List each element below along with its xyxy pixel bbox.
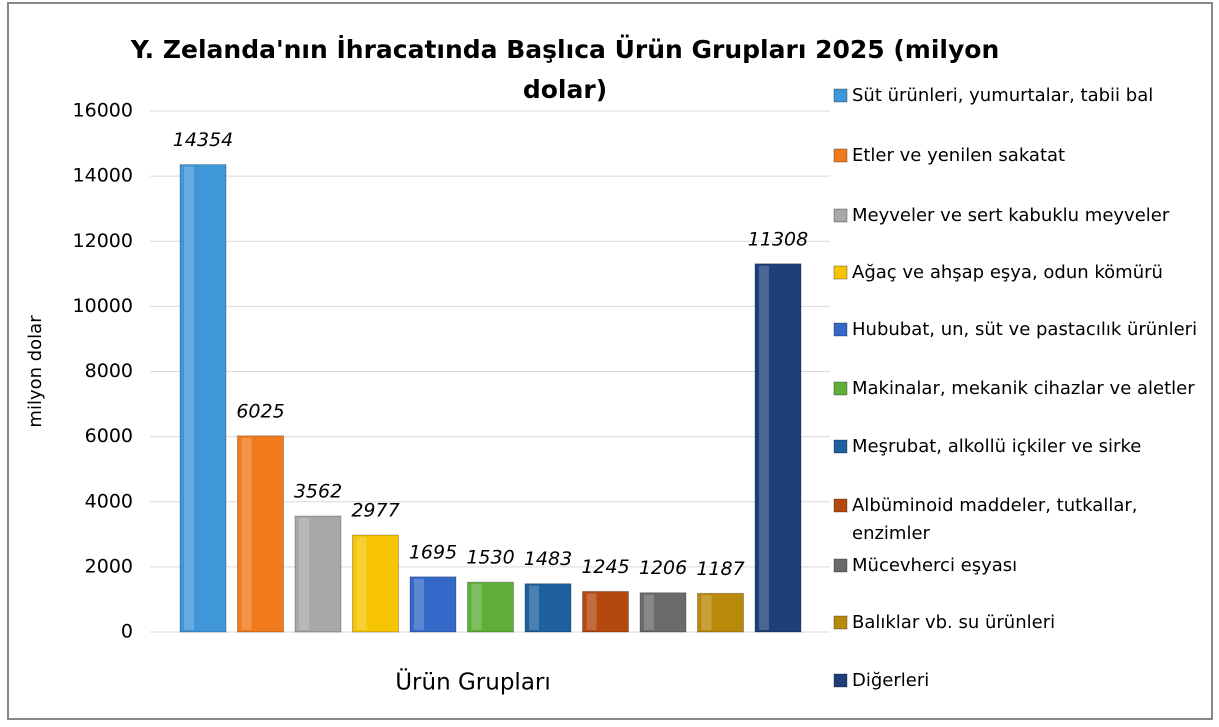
y-tick-label: 10000 bbox=[73, 295, 133, 317]
bar bbox=[582, 590, 629, 633]
bar-highlight bbox=[701, 595, 712, 630]
bar-highlight bbox=[759, 265, 769, 630]
legend-swatch bbox=[833, 148, 848, 163]
bar-highlight bbox=[529, 585, 539, 630]
legend-swatch bbox=[833, 615, 848, 630]
bar-highlight bbox=[241, 437, 252, 630]
data-label: 6025 bbox=[236, 400, 284, 422]
bar-highlight bbox=[644, 594, 654, 630]
bar bbox=[179, 164, 227, 633]
legend-swatch bbox=[833, 558, 848, 573]
y-tick-label: 0 bbox=[121, 621, 133, 643]
bar-highlight bbox=[471, 584, 482, 630]
data-label: 3562 bbox=[294, 481, 342, 503]
legend-entry: Makinalar, mekanik cihazlar ve aletler bbox=[852, 378, 1195, 399]
chart-border bbox=[7, 2, 1213, 720]
data-label: 14354 bbox=[173, 129, 233, 151]
data-label: 1483 bbox=[524, 548, 572, 570]
data-label: 1695 bbox=[409, 541, 457, 563]
bar bbox=[639, 592, 687, 633]
y-tick-label: 4000 bbox=[85, 490, 133, 512]
legend-swatch bbox=[833, 322, 848, 337]
bar-highlight bbox=[414, 578, 424, 630]
bar bbox=[754, 263, 802, 633]
legend-entry: Meyveler ve sert kabuklu meyveler bbox=[852, 205, 1170, 226]
legend-entry: Mücevherci eşyası bbox=[852, 555, 1018, 576]
data-label: 11308 bbox=[748, 228, 808, 250]
legend-swatch bbox=[833, 208, 848, 223]
y-axis-label: milyon dolar bbox=[25, 315, 46, 428]
bar-highlight bbox=[356, 537, 367, 630]
x-axis-label: Ürün Grupları bbox=[395, 668, 551, 696]
bar bbox=[697, 592, 744, 633]
y-tick-label: 12000 bbox=[73, 230, 133, 252]
legend-entry: Balıklar vb. su ürünleri bbox=[852, 612, 1056, 633]
data-label: 2977 bbox=[351, 500, 399, 522]
legend-entry: Etler ve yenilen sakatat bbox=[852, 145, 1066, 166]
legend-swatch bbox=[833, 673, 848, 688]
y-tick-label: 2000 bbox=[85, 555, 133, 577]
legend-entry: Süt ürünleri, yumurtalar, tabii bal bbox=[852, 85, 1154, 106]
legend-entry: Diğerleri bbox=[852, 670, 930, 691]
legend-entry: Albüminoid maddeler, tutkallar, enzimler bbox=[852, 495, 1138, 544]
bar-highlight bbox=[299, 518, 309, 630]
bar-highlight bbox=[586, 593, 597, 630]
bar bbox=[467, 581, 514, 633]
chart-title: Y. Zelanda'nın İhracatında Başlıca Ürün … bbox=[130, 35, 1000, 104]
bar-highlight bbox=[184, 166, 194, 630]
bar bbox=[524, 583, 572, 633]
bar bbox=[294, 515, 342, 633]
legend-entry: Hububat, un, süt ve pastacılık ürünleri bbox=[852, 319, 1198, 340]
data-label: 1187 bbox=[696, 558, 744, 580]
y-tick-label: 8000 bbox=[85, 360, 133, 382]
bar bbox=[237, 435, 284, 633]
legend-swatch bbox=[833, 439, 848, 454]
legend-entry: Ağaç ve ahşap eşya, odun kömürü bbox=[852, 262, 1163, 283]
y-tick-label: 6000 bbox=[85, 425, 133, 447]
data-label: 1530 bbox=[466, 547, 514, 569]
legend-swatch bbox=[833, 88, 848, 103]
legend-swatch bbox=[833, 498, 848, 513]
y-tick-label: 14000 bbox=[73, 165, 133, 187]
legend-entry: Meşrubat, alkollü içkiler ve sirke bbox=[852, 436, 1142, 457]
legend-swatch bbox=[833, 265, 848, 280]
legend-swatch bbox=[833, 381, 848, 396]
y-tick-label: 16000 bbox=[73, 100, 133, 122]
bar bbox=[409, 576, 457, 633]
bar bbox=[352, 534, 399, 633]
data-label: 1245 bbox=[581, 556, 629, 578]
data-label: 1206 bbox=[639, 557, 687, 579]
